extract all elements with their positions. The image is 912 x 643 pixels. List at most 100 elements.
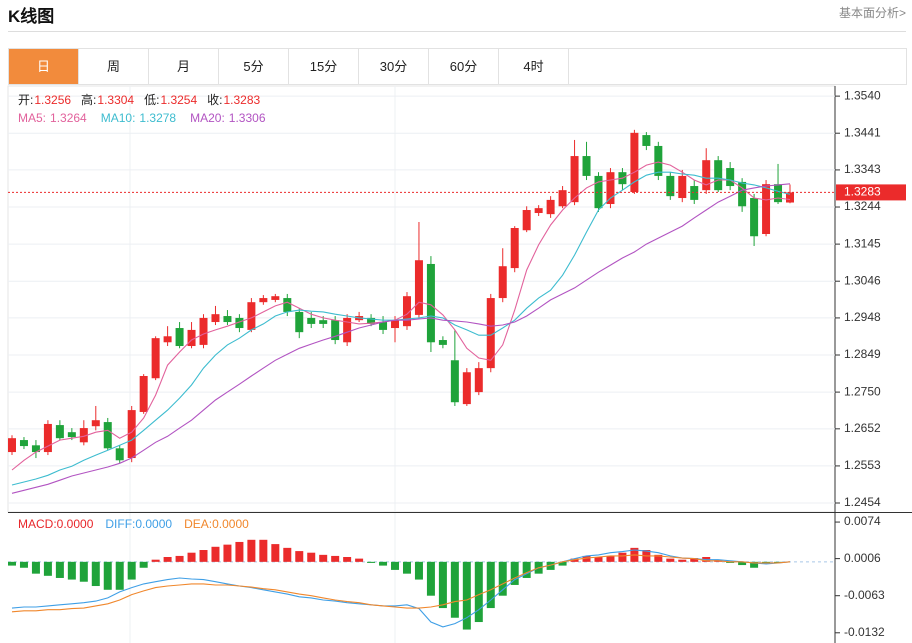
candle-body xyxy=(103,422,112,449)
candle-body xyxy=(19,440,28,447)
tab[interactable]: 月 xyxy=(149,49,219,84)
candle-body xyxy=(510,228,519,269)
macd-bar xyxy=(367,561,376,563)
macd-bar xyxy=(510,561,519,585)
candle-body xyxy=(450,360,459,403)
macd-bar xyxy=(103,561,112,590)
ohlc-label: 收: xyxy=(207,93,222,107)
candle-body xyxy=(462,372,471,405)
candle-body xyxy=(43,423,52,453)
y-tick-label: 1.2948 xyxy=(844,310,881,324)
macd-bar xyxy=(606,555,615,562)
tab[interactable]: 30分 xyxy=(359,49,429,84)
readout-value: 0.0000 xyxy=(212,517,249,531)
candle-body xyxy=(391,320,400,329)
macd-bar xyxy=(462,561,471,630)
macd-bar xyxy=(43,561,52,576)
candle-body xyxy=(8,438,16,453)
candle-body xyxy=(438,340,447,345)
tab[interactable]: 周 xyxy=(79,49,149,84)
tab[interactable]: 15分 xyxy=(289,49,359,84)
candle-body xyxy=(175,328,184,347)
candle-body xyxy=(594,175,603,209)
y-tick-label: 1.3343 xyxy=(844,162,881,176)
candle-body xyxy=(55,425,64,439)
ma-line xyxy=(11,161,791,471)
candle-body xyxy=(79,428,88,443)
macd-bar xyxy=(31,561,40,574)
candle-body xyxy=(235,317,244,329)
macd-bar xyxy=(414,561,423,580)
candle-body xyxy=(786,192,794,203)
macd-bar xyxy=(474,561,483,623)
tab[interactable]: 60分 xyxy=(429,49,499,84)
candle-body xyxy=(402,296,411,327)
tab[interactable]: 4时 xyxy=(499,49,569,84)
candle-body xyxy=(211,314,220,323)
candle-body xyxy=(271,296,280,300)
candle-body xyxy=(331,320,340,341)
y-tick-label: -0.0063 xyxy=(844,588,885,602)
y-tick-label: 1.3540 xyxy=(844,88,881,102)
macd-bar xyxy=(307,552,316,562)
candle-body xyxy=(283,298,292,312)
candle-body xyxy=(414,260,423,315)
fundamental-link[interactable]: 基本面分析> xyxy=(838,6,906,20)
page-title: K线图 xyxy=(8,7,55,26)
candle-body xyxy=(319,320,328,324)
macd-bar xyxy=(355,558,364,562)
y-tick-label: 0.0074 xyxy=(844,514,881,528)
candle-body xyxy=(630,132,639,193)
ohlc-value: 1.3283 xyxy=(223,93,260,107)
ma-line xyxy=(11,171,791,486)
candle-body xyxy=(151,338,160,379)
macd-bar xyxy=(666,558,675,562)
ohlc-value: 1.3304 xyxy=(97,93,134,107)
candle-body xyxy=(163,336,172,343)
candle-body xyxy=(343,317,352,343)
tab[interactable]: 日 xyxy=(9,49,79,84)
candle-body xyxy=(750,198,759,237)
macd-bar xyxy=(19,561,28,568)
y-tick-label: 1.3441 xyxy=(844,125,881,139)
macd-bar xyxy=(139,561,148,568)
macd-bar xyxy=(343,557,352,562)
y-tick-label: 1.2750 xyxy=(844,384,881,398)
candle-body xyxy=(295,311,304,333)
macd-bar xyxy=(115,561,124,590)
macd-bar xyxy=(79,561,88,582)
macd-bar xyxy=(199,550,208,562)
macd-bar xyxy=(211,546,220,562)
candle-body xyxy=(127,410,136,459)
ohlc-label: 高: xyxy=(81,92,96,107)
candle-body xyxy=(115,448,124,461)
readout-label: DEA: xyxy=(184,517,212,531)
divider xyxy=(8,31,906,32)
candle-body xyxy=(762,184,771,234)
macd-bar xyxy=(438,561,447,609)
macd-bar xyxy=(738,561,747,566)
y-tick-label: 1.3145 xyxy=(844,236,881,250)
candle-body xyxy=(714,160,723,191)
macd-bar xyxy=(259,539,268,562)
tab[interactable]: 5分 xyxy=(219,49,289,84)
readout-value: 0.0000 xyxy=(135,517,172,531)
candle-body xyxy=(558,190,567,207)
macd-bar xyxy=(379,561,388,566)
macd-bar xyxy=(151,559,160,562)
macd-bar xyxy=(319,554,328,562)
macd-bar xyxy=(426,561,435,596)
macd-bar xyxy=(331,555,340,562)
macd-bar xyxy=(163,557,172,562)
macd-bar xyxy=(8,561,16,566)
legend-value: 1.3264 xyxy=(50,111,87,125)
ohlc-value: 1.3256 xyxy=(34,93,71,107)
candle-body xyxy=(642,135,651,146)
candle-body xyxy=(690,186,699,200)
ohlc-label: 低: xyxy=(144,93,159,107)
candle-body xyxy=(522,210,531,231)
y-tick-label: 1.2553 xyxy=(844,458,881,472)
macd-bar xyxy=(402,561,411,574)
y-tick-label: 0.0006 xyxy=(844,551,881,565)
